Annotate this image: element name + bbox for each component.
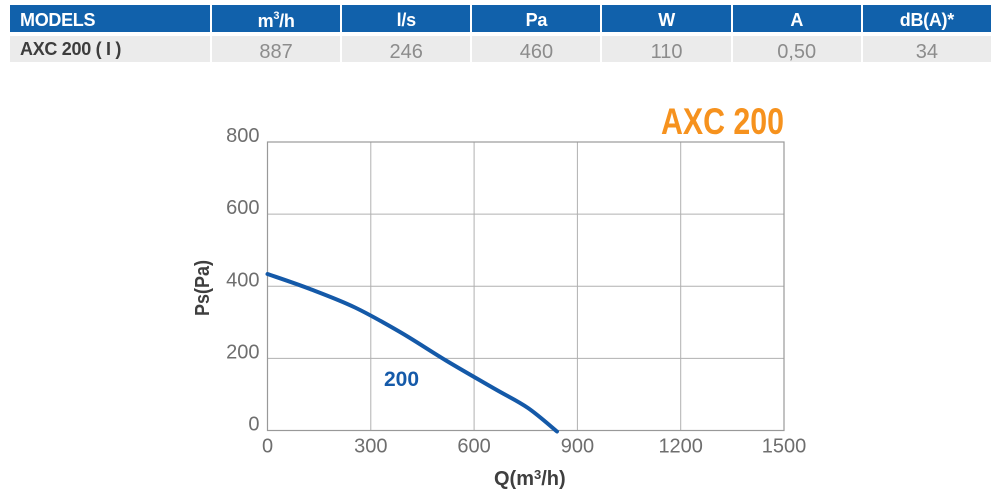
svg-text:Ps(Pa): Ps(Pa) <box>192 260 214 316</box>
svg-text:600: 600 <box>457 436 490 458</box>
svg-text:400: 400 <box>226 269 259 291</box>
svg-text:900: 900 <box>561 436 594 458</box>
svg-text:200: 200 <box>226 341 259 363</box>
svg-text:600: 600 <box>226 197 259 219</box>
svg-text:1200: 1200 <box>658 436 703 458</box>
svg-text:0: 0 <box>248 414 259 436</box>
svg-text:800: 800 <box>226 125 259 147</box>
svg-text:AXC 200: AXC 200 <box>661 101 784 142</box>
svg-text:1500: 1500 <box>762 436 807 458</box>
svg-text:200: 200 <box>384 368 419 391</box>
svg-text:Q(m3/h): Q(m3/h) <box>494 467 566 490</box>
svg-text:0: 0 <box>262 436 273 458</box>
svg-text:300: 300 <box>354 436 387 458</box>
